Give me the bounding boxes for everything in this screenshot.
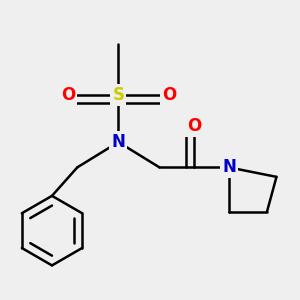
Text: O: O: [162, 86, 176, 104]
Text: O: O: [187, 117, 201, 135]
Text: N: N: [222, 158, 236, 176]
Text: N: N: [111, 133, 125, 151]
Text: S: S: [112, 86, 124, 104]
Text: O: O: [61, 86, 75, 104]
